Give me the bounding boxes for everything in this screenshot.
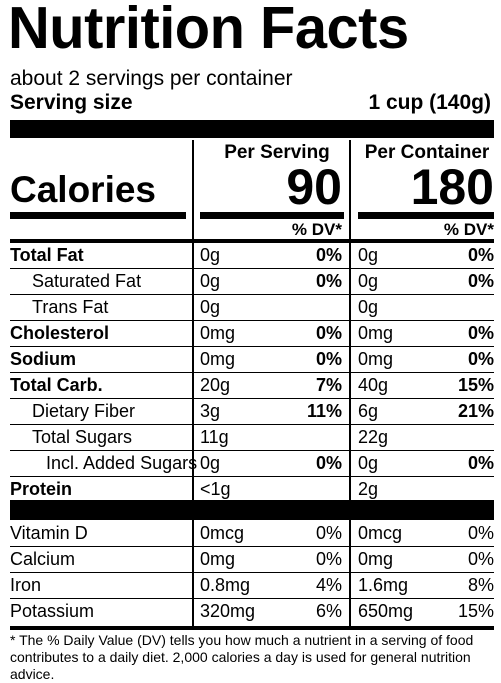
serving-amount: 20g (200, 375, 231, 395)
row-separator (10, 294, 494, 295)
container-dv: 0% (467, 245, 494, 265)
calories-per-serving: 90 (286, 159, 342, 215)
vitamin-serving-amount: 0mg (200, 549, 236, 569)
container-dv: 15% (457, 375, 494, 395)
nutrient-label: Sodium (10, 349, 76, 369)
label-title: Nutrition Facts (8, 0, 409, 61)
dv-header-container: % DV* (443, 220, 494, 239)
dv-header-serving: % DV* (291, 220, 342, 239)
serving-amount: 0mg (200, 349, 236, 369)
serving-dv: 11% (306, 401, 342, 421)
serving-amount: <1g (200, 479, 231, 499)
calories-rule-serving (200, 212, 344, 219)
vitamin-serving-amount: 320mg (200, 601, 256, 621)
container-amount: 6g (358, 401, 379, 421)
footnote: * The % Daily Value (DV) tells you how m… (10, 632, 474, 682)
thick-divider-top (10, 120, 494, 138)
serving-dv: 0% (315, 245, 342, 265)
serving-dv: 0% (315, 349, 342, 369)
vitamin-serving-amount: 0mcg (200, 523, 245, 543)
vitamin-serving-dv: 4% (315, 575, 342, 595)
vitamin-label: Calcium (10, 549, 76, 569)
row-separator (10, 320, 494, 321)
nutrient-label: Saturated Fat (32, 271, 142, 291)
column-divider-serving (192, 140, 194, 626)
container-amount: 0g (358, 245, 379, 265)
container-amount: 0g (358, 271, 379, 291)
container-dv: 0% (467, 323, 494, 343)
container-amount: 0g (358, 453, 379, 473)
footnote-rule (10, 626, 494, 630)
calories-rule-container (358, 212, 494, 219)
serving-amount: 0mg (200, 323, 236, 343)
serving-amount: 11g (200, 427, 229, 447)
row-separator (10, 476, 494, 477)
vitamin-container-dv: 0% (467, 523, 494, 543)
vitamin-container-dv: 15% (457, 601, 494, 621)
nutrient-label: Protein (10, 479, 73, 499)
vitamin-serving-dv: 0% (315, 523, 342, 543)
row-separator (10, 372, 494, 373)
container-dv: 21% (457, 401, 494, 421)
row-separator (10, 546, 494, 547)
calories-rule-left (10, 212, 186, 219)
nutrient-label: Cholesterol (10, 323, 110, 343)
container-amount: 0mg (358, 323, 394, 343)
container-amount: 22g (358, 427, 389, 447)
row-separator (10, 598, 494, 599)
nutrient-label: Incl. Added Sugars (46, 453, 198, 473)
serving-size-label: Serving size (10, 91, 133, 114)
serving-dv: 0% (315, 323, 342, 343)
vitamin-serving-dv: 0% (315, 549, 342, 569)
thick-divider-vitamins (10, 500, 494, 520)
vitamin-label: Iron (10, 575, 42, 595)
nutrient-label: Total Fat (10, 245, 84, 265)
nutrient-label: Total Carb. (10, 375, 103, 395)
row-separator (10, 572, 494, 573)
container-amount: 0mg (358, 349, 394, 369)
per-serving-header: Per Serving (224, 142, 330, 163)
vitamin-serving-dv: 6% (315, 601, 342, 621)
servings-per-container: about 2 servings per container (10, 67, 293, 90)
row-separator (10, 268, 494, 269)
vitamin-container-amount: 650mg (358, 601, 414, 621)
serving-amount: 0g (200, 453, 221, 473)
vitamin-container-amount: 0mg (358, 549, 394, 569)
nutrient-rule-top (10, 239, 494, 243)
container-amount: 2g (358, 479, 379, 499)
vitamin-label: Potassium (10, 601, 95, 621)
row-separator (10, 424, 494, 425)
column-divider-container (349, 140, 351, 626)
serving-amount: 0g (200, 297, 221, 317)
container-dv: 0% (467, 349, 494, 369)
serving-size-value: 1 cup (140g) (368, 91, 491, 114)
serving-dv: 0% (315, 453, 342, 473)
serving-amount: 0g (200, 245, 221, 265)
nutrient-label: Total Sugars (32, 427, 133, 447)
row-separator (10, 450, 494, 451)
serving-dv: 0% (315, 271, 342, 291)
nutrient-label: Dietary Fiber (32, 401, 136, 421)
container-amount: 40g (358, 375, 389, 395)
container-dv: 0% (467, 453, 494, 473)
serving-amount: 3g (200, 401, 221, 421)
serving-dv: 7% (315, 375, 342, 395)
row-separator (10, 346, 494, 347)
row-separator (10, 398, 494, 399)
vitamin-container-amount: 0mcg (358, 523, 403, 543)
vitamin-container-amount: 1.6mg (358, 575, 409, 595)
container-amount: 0g (358, 297, 379, 317)
calories-per-container: 180 (410, 159, 494, 215)
calories-label: Calories (10, 169, 157, 210)
serving-amount: 0g (200, 271, 221, 291)
vitamin-serving-amount: 0.8mg (200, 575, 251, 595)
container-dv: 0% (467, 271, 494, 291)
vitamin-label: Vitamin D (10, 523, 88, 543)
per-container-header: Per Container (364, 142, 490, 163)
nutrient-label: Trans Fat (32, 297, 109, 317)
vitamin-container-dv: 8% (467, 575, 494, 595)
vitamin-container-dv: 0% (467, 549, 494, 569)
